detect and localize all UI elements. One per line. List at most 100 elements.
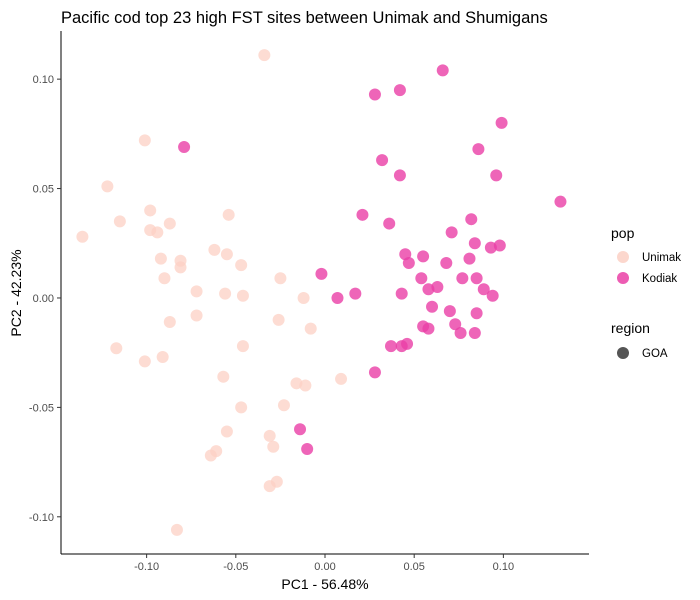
point-kodiak <box>493 239 506 252</box>
point-kodiak <box>417 250 430 263</box>
point-kodiak <box>349 287 362 300</box>
point-kodiak <box>402 256 415 269</box>
legend-label-unimak: Unimak <box>642 252 681 264</box>
legend-key-kodiak <box>617 272 629 284</box>
y-axis-title: PC2 - 42.23% <box>8 249 24 336</box>
point-kodiak <box>490 169 503 182</box>
point-unimak <box>113 215 126 228</box>
y-tick-label: -0.05 <box>29 402 54 414</box>
legend-title-pop: pop <box>611 225 635 241</box>
point-kodiak <box>301 442 314 455</box>
point-kodiak <box>415 272 428 285</box>
point-unimak <box>220 425 233 438</box>
point-unimak <box>163 217 176 230</box>
legend-label-kodiak: Kodiak <box>642 273 677 285</box>
point-kodiak <box>470 272 483 285</box>
point-unimak <box>222 208 235 221</box>
point-kodiak <box>468 326 481 339</box>
point-kodiak <box>436 64 449 77</box>
point-kodiak <box>401 337 414 350</box>
y-tick-label: 0.05 <box>33 184 54 196</box>
point-unimak <box>174 261 187 274</box>
point-unimak <box>190 309 203 322</box>
point-kodiak <box>426 300 439 313</box>
chart-title: Pacific cod top 23 high FST sites betwee… <box>61 9 548 27</box>
point-unimak <box>274 272 287 285</box>
legend-title-region: region <box>611 320 650 336</box>
point-kodiak <box>445 226 458 239</box>
point-kodiak <box>495 116 508 129</box>
point-unimak <box>151 226 164 239</box>
point-kodiak <box>468 237 481 250</box>
legend-key-unimak <box>617 251 629 263</box>
point-kodiak <box>178 140 191 153</box>
point-unimak <box>335 372 348 385</box>
x-axis-title: PC1 - 56.48% <box>281 576 368 592</box>
x-tick-label: 0.10 <box>493 561 514 573</box>
point-unimak <box>236 340 249 353</box>
point-kodiak <box>422 322 435 335</box>
point-kodiak <box>368 366 381 379</box>
point-kodiak <box>443 305 456 318</box>
point-kodiak <box>331 291 344 304</box>
point-kodiak <box>315 267 328 280</box>
point-kodiak <box>554 195 567 208</box>
point-unimak <box>158 272 171 285</box>
point-kodiak <box>486 289 499 302</box>
point-kodiak <box>440 256 453 269</box>
point-kodiak <box>477 283 490 296</box>
point-unimak <box>138 134 151 147</box>
data-points <box>76 49 567 536</box>
point-unimak <box>263 480 276 493</box>
point-unimak <box>144 204 157 217</box>
x-tick-label: -0.05 <box>223 561 248 573</box>
point-unimak <box>220 248 233 261</box>
point-unimak <box>190 285 203 298</box>
point-kodiak <box>431 281 444 294</box>
point-unimak <box>235 259 248 272</box>
point-kodiak <box>368 88 381 101</box>
x-tick-label: -0.10 <box>134 561 159 573</box>
point-unimak <box>297 291 310 304</box>
point-kodiak <box>294 423 307 436</box>
y-tick-label: 0.00 <box>33 293 54 305</box>
point-unimak <box>101 180 114 193</box>
point-unimak <box>219 287 232 300</box>
point-unimak <box>208 243 221 256</box>
y-tick-label: -0.10 <box>29 512 54 524</box>
point-kodiak <box>454 326 467 339</box>
legend-label-goa: GOA <box>642 348 668 360</box>
legend: pop Unimak Kodiak region GOA <box>611 225 681 360</box>
x-axis-ticks: -0.10 -0.05 0.00 0.05 0.10 <box>134 554 514 573</box>
point-unimak <box>263 429 276 442</box>
y-axis-ticks: -0.10 -0.05 0.00 0.05 0.10 <box>29 74 61 524</box>
point-unimak <box>138 355 151 368</box>
point-kodiak <box>463 252 476 265</box>
point-kodiak <box>356 208 369 221</box>
point-kodiak <box>383 217 396 230</box>
point-unimak <box>235 401 248 414</box>
point-unimak <box>267 440 280 453</box>
point-unimak <box>76 230 89 243</box>
y-tick-label: 0.10 <box>33 74 54 86</box>
point-unimak <box>110 342 123 355</box>
point-kodiak <box>393 84 406 97</box>
legend-key-goa <box>617 347 629 359</box>
point-kodiak <box>449 318 462 331</box>
point-unimak <box>170 523 183 536</box>
point-kodiak <box>472 143 485 156</box>
point-unimak <box>156 351 169 364</box>
point-kodiak <box>456 272 469 285</box>
point-kodiak <box>385 340 397 353</box>
point-kodiak <box>395 287 408 300</box>
point-unimak <box>217 370 230 383</box>
point-kodiak <box>393 169 406 182</box>
point-kodiak <box>376 154 389 167</box>
point-unimak <box>236 289 249 302</box>
point-unimak <box>154 252 167 265</box>
point-unimak <box>299 379 312 392</box>
point-unimak <box>272 313 285 326</box>
point-unimak <box>163 316 176 329</box>
point-unimak <box>210 445 223 458</box>
